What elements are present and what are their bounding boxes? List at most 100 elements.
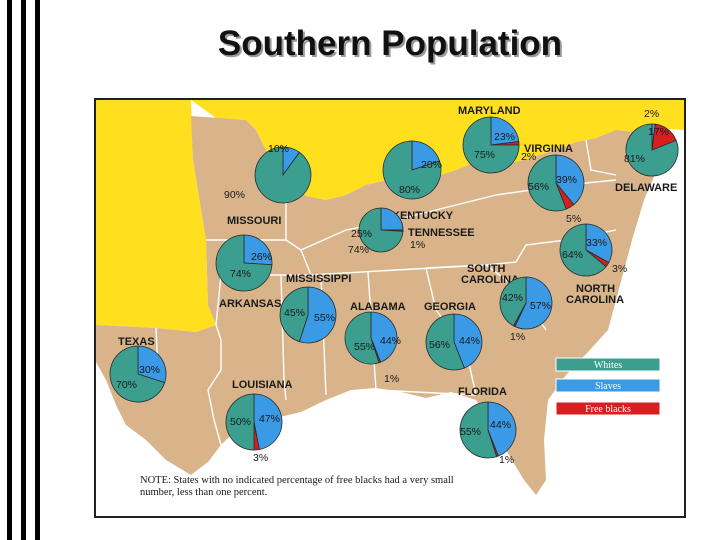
note-line-2: number, less than one percent.	[140, 487, 267, 498]
pie-arkansas-whites	[215, 234, 273, 292]
pie-kentucky-slaves	[411, 140, 441, 171]
pie-north-carolina-label: 64%	[562, 249, 583, 261]
pie-alabama-whites	[344, 311, 380, 365]
pie-maryland-label: 23%	[494, 131, 515, 143]
state-label-texas: TEXAS	[118, 336, 155, 348]
pie-south-carolina-label: 57%	[530, 300, 551, 312]
pie-louisiana-label: 47%	[259, 413, 280, 425]
pie-virginia-slaves	[555, 154, 585, 206]
pie-florida-whites	[459, 401, 498, 459]
pie-louisiana-whites	[225, 393, 255, 451]
pie-north-carolina-whites	[559, 223, 607, 277]
pie-maryland-label: 75%	[474, 149, 495, 161]
pie-texas-label: 30%	[139, 364, 160, 376]
legend: Whites Slaves Free blacks	[555, 357, 661, 416]
legend-label-whites: Whites	[594, 360, 622, 371]
state-label-delaware: DELAWARE	[615, 182, 677, 194]
legend-label-slaves: Slaves	[595, 381, 621, 392]
pie-georgia-whites	[425, 313, 465, 371]
state-label-mississippi: MISSISSIPPI	[286, 273, 351, 285]
pie-south-carolina-label: 1%	[510, 331, 525, 343]
pie-florida-slaves	[487, 401, 517, 457]
pie-north-carolina-label: 33%	[586, 237, 607, 249]
pie-delaware-label: 81%	[624, 153, 645, 165]
pie-charts: 10% 90% 20% 80% 23% 75% 2% 2% 17% 81% 56% 39% 5% 25% 7…	[109, 108, 679, 466]
state-label-north-carolina-2: CAROLINA	[566, 294, 624, 306]
pie-louisiana-slaves	[253, 393, 283, 450]
state-label-arkansas: ARKANSAS	[219, 298, 281, 310]
pie-mississippi-label: 55%	[314, 312, 335, 324]
state-label-south-carolina-1: SOUTH	[467, 263, 506, 275]
pie-alabama-label: 44%	[380, 335, 401, 347]
pie-georgia-label: 56%	[429, 339, 450, 351]
state-label-north-carolina-1: NORTH	[576, 283, 615, 295]
pie-maryland-label: 2%	[521, 151, 536, 163]
state-label-florida: FLORIDA	[458, 386, 507, 398]
pie-virginia-label: 56%	[528, 181, 549, 193]
state-label-south-carolina-2: CAROLINA	[461, 274, 519, 286]
border-stripe-1	[7, 0, 12, 540]
population-map: MARYLAND VIRGINIA DELAWARE MISSOURI KENT…	[96, 100, 684, 516]
border-stripe-3	[35, 0, 40, 540]
pie-mississippi-whites	[279, 286, 309, 343]
pie-kentucky-label: 20%	[421, 159, 442, 171]
pie-south-carolina-whites	[499, 276, 527, 327]
pie-south-carolina-slaves	[514, 276, 553, 330]
pie-delaware-label: 2%	[644, 108, 659, 120]
note-line-1: NOTE: States with no indicated percentag…	[140, 475, 454, 486]
state-label-missouri: MISSOURI	[227, 215, 281, 227]
state-label-virginia: VIRGINIA	[524, 143, 573, 155]
legend-swatch-slaves	[555, 378, 661, 393]
pie-georgia-slaves	[453, 313, 483, 369]
state-label-louisiana: LOUISIANA	[232, 379, 293, 391]
pie-tennessee-whites	[358, 207, 404, 253]
pie-georgia-label: 44%	[459, 335, 480, 347]
page-title: Southern Population	[217, 24, 563, 63]
pie-mississippi-slaves	[298, 286, 337, 344]
legend-label-free-blacks: Free blacks	[585, 404, 631, 415]
pie-missouri-label: 10%	[268, 143, 289, 155]
pie-kentucky-label: 80%	[399, 184, 420, 196]
pie-tennessee-label: 25%	[351, 228, 372, 240]
pie-texas-label: 70%	[116, 379, 137, 391]
pie-texas-slaves	[137, 345, 167, 384]
state-label-kentucky: KENTUCKY	[392, 210, 454, 222]
pie-florida-label: 44%	[490, 419, 511, 431]
pie-missouri-whites	[254, 146, 312, 204]
pie-delaware-label: 17%	[648, 126, 669, 138]
pie-maryland-whites	[462, 116, 520, 174]
pie-arkansas-label: 26%	[251, 251, 272, 263]
pie-maryland-slaves	[490, 116, 520, 146]
pie-tennessee-label: 74%	[348, 244, 369, 256]
western-territory	[96, 100, 216, 332]
state-label-georgia: GEORGIA	[424, 301, 476, 313]
pie-texas-whites	[109, 345, 166, 403]
pie-missouri-label: 90%	[224, 189, 245, 201]
pie-delaware-whites	[625, 123, 679, 177]
pie-alabama-slaves	[370, 311, 398, 363]
state-label-tennessee: TENNESSEE	[408, 227, 475, 239]
border-stripe-2	[21, 0, 26, 540]
pie-virginia-label: 5%	[566, 213, 581, 225]
pie-tennessee-slaves	[380, 207, 404, 231]
pie-louisiana-label: 50%	[230, 416, 251, 428]
pie-florida-label: 55%	[460, 426, 481, 438]
legend-swatch-whites	[555, 357, 661, 372]
pie-arkansas-slaves	[243, 234, 273, 266]
pie-north-carolina-label: 3%	[612, 263, 627, 275]
pie-arkansas-label: 74%	[230, 268, 251, 280]
pie-florida-label: 1%	[499, 454, 514, 466]
northern-states	[191, 100, 684, 200]
pie-tennessee-label: 1%	[410, 239, 425, 251]
pie-louisiana-label: 3%	[253, 452, 268, 464]
state-label-alabama: ALABAMA	[350, 301, 406, 313]
pie-alabama-label: 1%	[384, 373, 399, 385]
map-frame: MARYLAND VIRGINIA DELAWARE MISSOURI KENT…	[94, 98, 686, 518]
legend-swatch-free-blacks	[555, 401, 661, 416]
pie-virginia-label: 39%	[556, 174, 577, 186]
pie-virginia-whites	[527, 154, 567, 212]
pie-alabama-label: 55%	[354, 341, 375, 353]
state-label-maryland: MARYLAND	[458, 105, 521, 117]
pie-kentucky-whites	[382, 140, 442, 200]
atlantic-ocean	[544, 130, 684, 516]
